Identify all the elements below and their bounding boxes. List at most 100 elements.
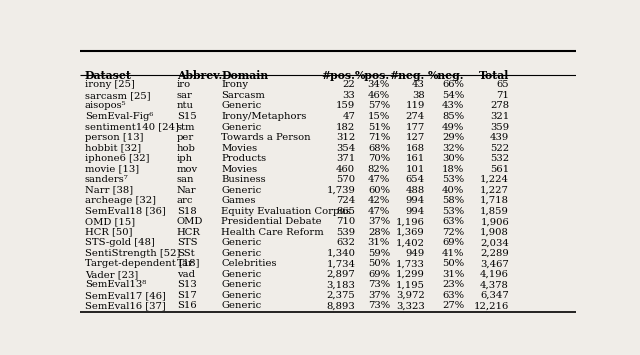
Text: 119: 119 bbox=[405, 102, 425, 110]
Text: arc: arc bbox=[177, 196, 193, 205]
Text: 12,216: 12,216 bbox=[474, 301, 509, 310]
Text: 63%: 63% bbox=[442, 291, 465, 300]
Text: 8,893: 8,893 bbox=[326, 301, 355, 310]
Text: 439: 439 bbox=[490, 133, 509, 142]
Text: 47%: 47% bbox=[368, 175, 390, 184]
Text: SentiStrength [52]: SentiStrength [52] bbox=[85, 249, 180, 258]
Text: 1,859: 1,859 bbox=[480, 207, 509, 216]
Text: 654: 654 bbox=[406, 175, 425, 184]
Text: STS: STS bbox=[177, 238, 197, 247]
Text: 1,195: 1,195 bbox=[396, 280, 425, 289]
Text: 49%: 49% bbox=[442, 122, 465, 131]
Text: Irony: Irony bbox=[221, 81, 248, 89]
Text: 1,734: 1,734 bbox=[326, 259, 355, 268]
Text: 359: 359 bbox=[490, 122, 509, 131]
Text: 32%: 32% bbox=[442, 143, 465, 153]
Text: 321: 321 bbox=[490, 112, 509, 121]
Text: 51%: 51% bbox=[368, 122, 390, 131]
Text: mov: mov bbox=[177, 165, 198, 174]
Text: 1,227: 1,227 bbox=[480, 186, 509, 195]
Text: Presidential Debate: Presidential Debate bbox=[221, 217, 322, 226]
Text: aisopos⁵: aisopos⁵ bbox=[85, 102, 127, 110]
Text: SSt: SSt bbox=[177, 249, 195, 258]
Text: Generic: Generic bbox=[221, 249, 262, 258]
Text: 31%: 31% bbox=[442, 270, 465, 279]
Text: 724: 724 bbox=[336, 196, 355, 205]
Text: 71%: 71% bbox=[368, 133, 390, 142]
Text: 33: 33 bbox=[342, 91, 355, 100]
Text: S15: S15 bbox=[177, 112, 196, 121]
Text: 50%: 50% bbox=[442, 259, 465, 268]
Text: 4,378: 4,378 bbox=[480, 280, 509, 289]
Text: 865: 865 bbox=[336, 207, 355, 216]
Text: 30%: 30% bbox=[442, 154, 465, 163]
Text: archeage [32]: archeage [32] bbox=[85, 196, 156, 205]
Text: 570: 570 bbox=[336, 175, 355, 184]
Text: 73%: 73% bbox=[368, 280, 390, 289]
Text: S13: S13 bbox=[177, 280, 196, 289]
Text: S16: S16 bbox=[177, 301, 196, 310]
Text: iph: iph bbox=[177, 154, 193, 163]
Text: 66%: 66% bbox=[442, 81, 465, 89]
Text: 34%: 34% bbox=[368, 81, 390, 89]
Text: Generic: Generic bbox=[221, 280, 262, 289]
Text: sar: sar bbox=[177, 91, 193, 100]
Text: 168: 168 bbox=[406, 143, 425, 153]
Text: 127: 127 bbox=[406, 133, 425, 142]
Text: 177: 177 bbox=[406, 122, 425, 131]
Text: 38: 38 bbox=[412, 91, 425, 100]
Text: 161: 161 bbox=[406, 154, 425, 163]
Text: Games: Games bbox=[221, 196, 256, 205]
Text: 29%: 29% bbox=[442, 133, 465, 142]
Text: 561: 561 bbox=[490, 165, 509, 174]
Text: 1,739: 1,739 bbox=[326, 186, 355, 195]
Text: Generic: Generic bbox=[221, 122, 262, 131]
Text: 1,340: 1,340 bbox=[326, 249, 355, 258]
Text: 47: 47 bbox=[342, 112, 355, 121]
Text: ntu: ntu bbox=[177, 102, 194, 110]
Text: 1,718: 1,718 bbox=[480, 196, 509, 205]
Text: 72%: 72% bbox=[442, 228, 465, 237]
Text: Abbrev.: Abbrev. bbox=[177, 70, 222, 81]
Text: 532: 532 bbox=[490, 154, 509, 163]
Text: Movies: Movies bbox=[221, 143, 257, 153]
Text: Products: Products bbox=[221, 154, 266, 163]
Text: sentiment140 [24]: sentiment140 [24] bbox=[85, 122, 179, 131]
Text: 23%: 23% bbox=[442, 280, 465, 289]
Text: 63%: 63% bbox=[442, 217, 465, 226]
Text: 54%: 54% bbox=[442, 91, 465, 100]
Text: sanders⁷: sanders⁷ bbox=[85, 175, 129, 184]
Text: OMD: OMD bbox=[177, 217, 203, 226]
Text: SemEval18 [36]: SemEval18 [36] bbox=[85, 207, 166, 216]
Text: 47%: 47% bbox=[368, 207, 390, 216]
Text: hob: hob bbox=[177, 143, 196, 153]
Text: 71: 71 bbox=[496, 91, 509, 100]
Text: 59%: 59% bbox=[368, 249, 390, 258]
Text: #neg.: #neg. bbox=[390, 70, 425, 81]
Text: 949: 949 bbox=[406, 249, 425, 258]
Text: 43%: 43% bbox=[442, 102, 465, 110]
Text: 27%: 27% bbox=[442, 301, 465, 310]
Text: iro: iro bbox=[177, 81, 191, 89]
Text: 710: 710 bbox=[336, 217, 355, 226]
Text: 159: 159 bbox=[336, 102, 355, 110]
Text: Movies: Movies bbox=[221, 165, 257, 174]
Text: Health Care Reform: Health Care Reform bbox=[221, 228, 324, 237]
Text: sarcasm [25]: sarcasm [25] bbox=[85, 91, 150, 100]
Text: 1,299: 1,299 bbox=[396, 270, 425, 279]
Text: 69%: 69% bbox=[368, 270, 390, 279]
Text: 1,733: 1,733 bbox=[396, 259, 425, 268]
Text: 632: 632 bbox=[336, 238, 355, 247]
Text: SemEval13⁸: SemEval13⁸ bbox=[85, 280, 146, 289]
Text: 6,347: 6,347 bbox=[480, 291, 509, 300]
Text: 41%: 41% bbox=[442, 249, 465, 258]
Text: Total: Total bbox=[479, 70, 509, 81]
Text: 68%: 68% bbox=[368, 143, 390, 153]
Text: Generic: Generic bbox=[221, 102, 262, 110]
Text: 1,402: 1,402 bbox=[396, 238, 425, 247]
Text: 70%: 70% bbox=[368, 154, 390, 163]
Text: Target-dependent [18]: Target-dependent [18] bbox=[85, 259, 200, 268]
Text: 1,196: 1,196 bbox=[396, 217, 425, 226]
Text: 53%: 53% bbox=[442, 207, 465, 216]
Text: %pos.: %pos. bbox=[355, 70, 390, 81]
